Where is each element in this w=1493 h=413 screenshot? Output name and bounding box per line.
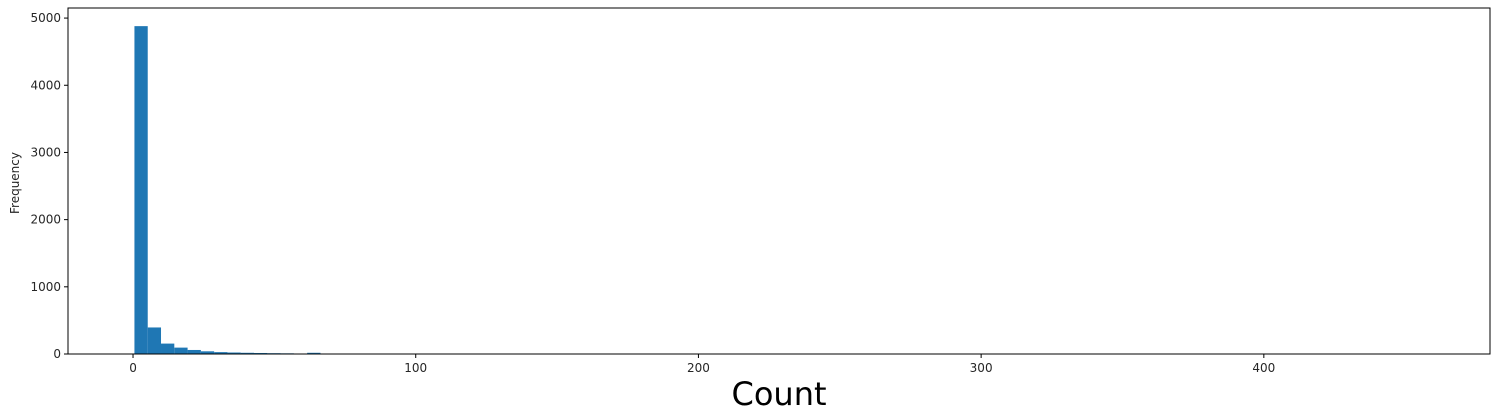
y-tick-label-0: 0	[53, 347, 61, 361]
histogram-bar-0	[134, 26, 148, 354]
histogram-bar-4	[187, 349, 201, 354]
histogram-bar-8	[240, 352, 255, 354]
y-tick-label-2: 2000	[30, 213, 61, 227]
y-axis: 0 1000 2000 3000 4000 5000	[30, 11, 68, 361]
x-tick-label-3: 300	[970, 361, 993, 375]
histogram-bar-1	[147, 327, 162, 354]
histogram-bar-5	[200, 351, 215, 354]
x-tick-label-1: 100	[404, 361, 427, 375]
x-tick-label-0: 0	[129, 361, 137, 375]
plot-area-border	[67, 7, 1491, 355]
x-tick-label-4: 400	[1252, 361, 1275, 375]
y-tick-label-4: 4000	[30, 78, 61, 92]
x-tick-label-2: 200	[687, 361, 710, 375]
x-axis-title: Count	[731, 375, 826, 413]
y-tick-label-5: 5000	[30, 11, 61, 25]
histogram-bar-2	[161, 343, 175, 354]
histogram-bar-3	[174, 347, 188, 354]
y-tick-label-3: 3000	[30, 145, 61, 159]
histogram-bar-7	[227, 352, 241, 354]
plot-frame	[67, 7, 1491, 355]
histogram-bar-13	[307, 352, 321, 354]
histogram-bar-9	[254, 352, 268, 354]
y-axis-title: Frequency	[8, 152, 22, 214]
x-axis: 0 100 200 300 400	[129, 354, 1275, 375]
histogram-bar-6	[214, 352, 228, 354]
y-tick-label-1: 1000	[30, 280, 61, 294]
bars-layer	[134, 26, 414, 354]
